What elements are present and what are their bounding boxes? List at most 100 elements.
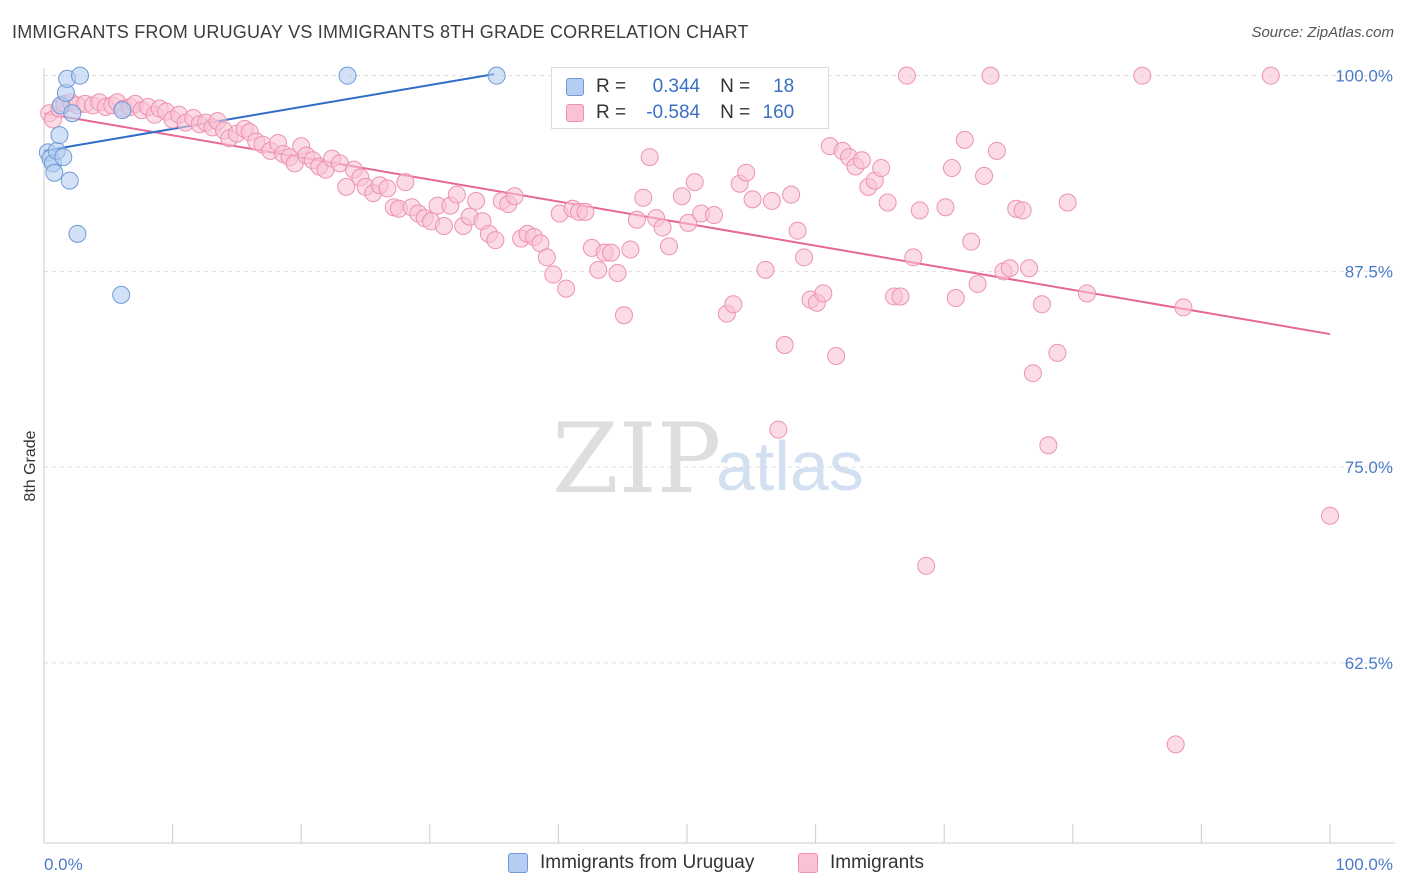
immigrants-swatch (566, 104, 584, 122)
legend-item-uruguay[interactable]: Immigrants from Uruguay (508, 852, 754, 874)
immigrants-point (672, 187, 691, 206)
immigrants-point (447, 185, 466, 204)
immigrants-point (602, 243, 621, 262)
stats-legend: R = 0.344 N = 18 R = -0.584 N = 160 (551, 67, 829, 129)
immigrants-point (852, 151, 871, 170)
immigrants-point (795, 248, 814, 267)
grid-lines (44, 75, 1395, 664)
r-label: R = (596, 102, 627, 123)
uruguay-point (112, 285, 131, 304)
immigrants-point (891, 287, 910, 306)
immigrants-point (788, 221, 807, 240)
legend-item-immigrants[interactable]: Immigrants (798, 852, 924, 874)
immigrants-point (467, 191, 486, 210)
immigrants-point (1013, 201, 1032, 220)
immigrants-point (557, 279, 576, 298)
immigrants-point (679, 213, 698, 232)
immigrants-point (1032, 295, 1051, 314)
immigrants-point (537, 248, 556, 267)
immigrants-point (608, 263, 627, 282)
immigrants-point (827, 346, 846, 365)
immigrants-point (775, 336, 794, 355)
immigrants-point (942, 159, 961, 178)
immigrants-point (614, 306, 633, 325)
immigrants-point (762, 191, 781, 210)
legend-label: Immigrants from Uruguay (540, 852, 755, 873)
immigrants-point (486, 231, 505, 250)
stats-row-uruguay: R = 0.344 N = 18 (566, 74, 794, 100)
immigrants-point (337, 177, 356, 196)
immigrants-point (659, 237, 678, 256)
immigrants-point (653, 218, 672, 237)
immigrants-point (975, 166, 994, 185)
immigrants-point (724, 295, 743, 314)
immigrants-point (434, 216, 453, 235)
uruguay-swatch (508, 853, 528, 873)
immigrants-point (1321, 506, 1339, 525)
immigrants-point (904, 248, 923, 267)
uruguay-point (45, 163, 64, 182)
uruguay-point (338, 66, 357, 85)
y-tick-labels: 100.0% 87.5% 75.0% 62.5% (1335, 67, 1393, 673)
immigrants-point (1133, 66, 1152, 85)
immigrants-point (946, 289, 965, 308)
x-tick-label: 0.0% (44, 855, 83, 874)
uruguay-point (54, 148, 73, 167)
uruguay-point (60, 171, 79, 190)
immigrants-point (897, 66, 916, 85)
immigrants-point (1174, 298, 1193, 317)
data-points (38, 66, 1339, 754)
immigrants-point (1048, 343, 1067, 362)
y-tick-label: 62.5% (1345, 654, 1393, 673)
immigrants-point (910, 201, 929, 220)
immigrants-point (987, 141, 1006, 160)
immigrants-point (872, 159, 891, 178)
immigrants-point (1261, 66, 1280, 85)
uruguay-swatch (566, 78, 584, 96)
immigrants-point (1020, 259, 1039, 278)
r-value: -0.584 (646, 102, 701, 123)
axes (43, 68, 1395, 844)
y-axis-label: 8th Grade (22, 430, 39, 501)
n-value: 18 (773, 76, 795, 97)
immigrants-point (505, 187, 524, 206)
immigrants-point (743, 190, 762, 209)
immigrants-point (955, 130, 974, 149)
y-tick-label: 100.0% (1335, 67, 1393, 86)
series-legend: Immigrants from Uruguay Immigrants (0, 852, 1406, 878)
uruguay-point (487, 66, 506, 85)
immigrants-point (1039, 436, 1058, 455)
immigrants-point (634, 188, 653, 207)
uruguay-point (63, 104, 82, 123)
immigrants-point (878, 193, 897, 212)
immigrants-point (962, 232, 981, 251)
immigrants-point (814, 284, 833, 303)
uruguay-point (50, 126, 69, 145)
immigrants-point (396, 173, 415, 192)
uruguay-point (68, 224, 87, 243)
immigrants-point (1000, 259, 1019, 278)
immigrants-point (981, 66, 1000, 85)
immigrants-point (1077, 284, 1096, 303)
immigrants-point (936, 198, 955, 217)
x-tick-labels: 0.0% 100.0% (44, 855, 1393, 874)
immigrants-point (1023, 364, 1042, 383)
x-tick-label: 100.0% (1335, 855, 1393, 874)
immigrants-point (917, 556, 936, 575)
chart-title: IMMIGRANTS FROM URUGUAY VS IMMIGRANTS 8T… (12, 22, 749, 42)
immigrants-point (685, 173, 704, 192)
immigrants-point (576, 202, 595, 221)
y-tick-label: 75.0% (1345, 458, 1393, 477)
immigrants-point (627, 210, 646, 229)
uruguay-trend-line (43, 73, 495, 152)
immigrants-point (544, 265, 563, 284)
n-label: N = (720, 102, 751, 123)
immigrants-point (621, 240, 640, 259)
stats-row-immigrants: R = -0.584 N = 160 (566, 100, 794, 126)
r-label: R = (596, 76, 627, 97)
immigrants-point (705, 206, 724, 225)
immigrants-point (589, 260, 608, 279)
chart-source: Source: ZipAtlas.com (1251, 24, 1394, 41)
immigrants-swatch (798, 853, 818, 873)
